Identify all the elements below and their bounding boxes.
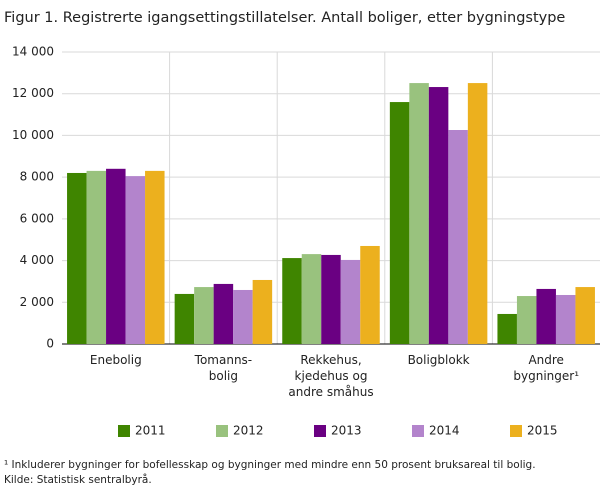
bar [213,283,234,344]
bar [252,279,273,344]
legend-label: 2011 [135,424,166,438]
legend-swatch [118,425,130,437]
bar [575,287,595,344]
x-tick-label: Andre bygninger¹ [513,353,579,383]
chart-title: Figur 1. Registrerte igangsettingstillat… [4,10,565,26]
y-tick-label: 6 000 [20,211,54,225]
y-tick-label: 14 000 [12,45,54,59]
bar [467,83,488,344]
legend-label: 2015 [527,424,558,438]
bar [360,245,380,344]
bar [497,313,517,344]
source: Kilde: Statistisk sentralbyrå. [4,473,152,486]
legend-swatch [412,425,424,437]
y-tick-label: 10 000 [12,128,54,142]
bar [428,87,449,344]
bar [409,83,429,344]
bar [301,254,322,344]
y-tick-label: 2 000 [20,295,54,309]
y-tick-label: 0 [46,337,54,351]
legend-label: 2012 [233,424,264,438]
x-tick-label: Enebolig [90,353,142,367]
y-tick-label: 8 000 [20,170,54,184]
bar [67,172,87,344]
bar [86,170,107,344]
legend-label: 2014 [429,424,460,438]
legend-label: 2013 [331,424,362,438]
x-tick-label: Tomanns-bolig [194,353,252,383]
legend-swatch [314,425,326,437]
bar [448,130,468,344]
bar [174,293,195,344]
legend-swatch [216,425,228,437]
bar [321,254,341,344]
bar [340,259,361,344]
y-tick-label: 4 000 [20,253,54,267]
bar [516,296,537,344]
y-tick-label: 12 000 [12,86,54,100]
x-tick-label: Boligblokk [408,353,470,367]
bar [125,176,146,344]
bar [555,294,576,344]
bar [536,288,556,344]
bar [282,258,302,344]
footnote: ¹ Inkluderer bygninger for bofellesskap … [4,459,536,471]
bar [389,102,410,344]
legend-swatch [510,425,522,437]
x-tick-label: Rekkehus, kjedehus og andre småhus [288,353,373,399]
bar [145,170,165,344]
bar [233,289,253,344]
bar [106,168,126,344]
bar [194,287,214,344]
